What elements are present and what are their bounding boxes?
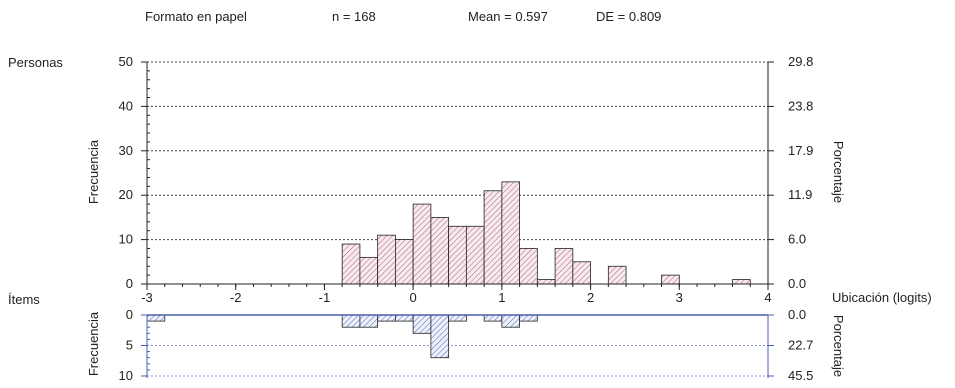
- persons-y2-tick-label: 17.9: [788, 143, 813, 158]
- x-tick-label: -1: [319, 290, 331, 305]
- items-panel-title: Ítems: [8, 292, 40, 307]
- x-tick-label: 0: [410, 290, 417, 305]
- items-bar: [359, 314, 379, 328]
- persons-y-tick-label: 0: [126, 276, 133, 291]
- persons-bar: [412, 203, 432, 285]
- persons-bar: [661, 274, 680, 285]
- persons-y2-axis-title: Porcentaje: [831, 141, 846, 203]
- items-bar: [519, 314, 538, 322]
- persons-bar: [554, 248, 574, 285]
- persons-y-tick-label: 30: [119, 143, 133, 158]
- items-bar: [483, 314, 503, 322]
- persons-y-tick-label: 40: [119, 98, 133, 113]
- persons-y2-tick-label: 0.0: [788, 276, 806, 291]
- items-y-axis-title: Frecuencia: [86, 311, 101, 376]
- items-bar: [146, 314, 166, 322]
- items-bar: [341, 314, 361, 328]
- x-ticks: -3 -2 -1 0 1 2 3 4: [141, 284, 772, 305]
- persons-bar: [430, 216, 450, 285]
- items-y2-tick-label: 45.5: [788, 368, 813, 383]
- items-y2-axis-title: Porcentaje: [831, 315, 846, 377]
- x-tick-label: 4: [764, 290, 771, 305]
- persons-y-tick-label: 50: [119, 54, 133, 69]
- sd-label: DE = 0.809: [596, 9, 661, 24]
- items-gridlines: [147, 345, 768, 377]
- x-tick-label: 1: [498, 290, 505, 305]
- items-y-tick-label: 10: [119, 368, 133, 383]
- items-bar: [412, 314, 432, 334]
- persons-bar: [536, 279, 556, 285]
- persons-y-axis-title: Frecuencia: [86, 139, 101, 204]
- persons-bar: [572, 261, 591, 285]
- persons-gridlines: [147, 61, 768, 241]
- persons-bar: [501, 181, 521, 285]
- x-axis-title: Ubicación (logits): [832, 290, 932, 305]
- persons-bar: [483, 190, 503, 285]
- persons-bar: [519, 248, 538, 285]
- items-bar: [394, 314, 414, 322]
- items-bar: [377, 314, 396, 322]
- items-bar: [501, 314, 521, 328]
- persons-y2-tick-label: 23.8: [788, 98, 813, 113]
- persons-y2-tick-label: 6.0: [788, 232, 806, 247]
- persons-bar: [448, 225, 467, 285]
- items-bar: [448, 314, 467, 322]
- items-y2-tick-label: 22.7: [788, 338, 813, 353]
- persons-y2-tick-label: 29.8: [788, 54, 813, 69]
- x-tick-label: 2: [587, 290, 594, 305]
- x-tick-label: -3: [141, 290, 153, 305]
- persons-bar: [732, 279, 751, 285]
- items-y-tick-label: 5: [126, 338, 133, 353]
- n-label: n = 168: [332, 9, 376, 24]
- persons-y-tick-label: 20: [119, 187, 133, 202]
- x-tick-label: -2: [230, 290, 242, 305]
- items-y2-tick-label: 0.0: [788, 307, 806, 322]
- persons-y-tick-label: 10: [119, 232, 133, 247]
- items-bar: [430, 314, 450, 359]
- persons-bar: [377, 234, 396, 285]
- persons-panel-title: Personas: [8, 55, 63, 70]
- persons-bar: [341, 243, 361, 285]
- persons-bars: [341, 181, 751, 285]
- items-y-tick-label: 0: [126, 307, 133, 322]
- persons-bar: [359, 256, 379, 285]
- persons-y2-tick-label: 11.9: [788, 187, 812, 202]
- persons-bar: [465, 225, 485, 285]
- persons-ticks: 0 0.0 10 6.0 20 11.9 30 17.9 40 23.8 50 29.8: [119, 54, 814, 291]
- mean-label: Mean = 0.597: [468, 9, 548, 24]
- items-ticks: 0 0.0 5 22.7 10 45.5: [119, 307, 814, 383]
- format-label: Formato en papel: [145, 9, 247, 24]
- persons-bar: [394, 239, 414, 285]
- persons-bar: [607, 265, 627, 285]
- items-bars: [146, 314, 538, 359]
- x-tick-label: 3: [676, 290, 683, 305]
